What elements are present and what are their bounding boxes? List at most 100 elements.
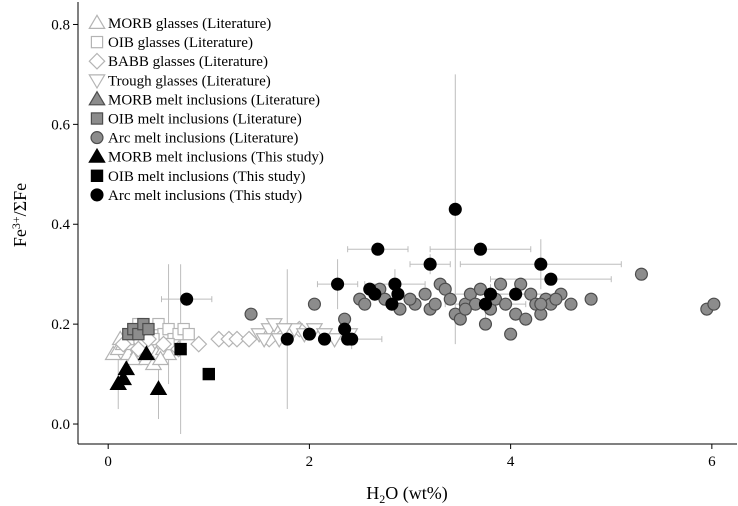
data-point xyxy=(180,292,194,306)
data-point xyxy=(358,297,372,311)
legend-label: MORB melt inclusions (This study) xyxy=(108,150,324,166)
data-point xyxy=(403,292,417,306)
data-point xyxy=(202,367,215,381)
legend-item: Arc melt inclusions (This study) xyxy=(90,188,302,204)
data-point xyxy=(280,332,294,346)
data-point xyxy=(504,327,518,341)
y-tick-label: 0.8 xyxy=(51,17,70,33)
data-point xyxy=(317,332,332,346)
series-10 xyxy=(180,202,558,346)
legend-item: MORB glasses (Literature) xyxy=(88,14,271,32)
data-point xyxy=(190,335,208,353)
data-point xyxy=(584,292,598,306)
data-point xyxy=(137,345,156,361)
data-point xyxy=(519,312,533,326)
y-axis-title: Fe3+/ΣFe xyxy=(9,183,30,247)
legend-item: BABB glasses (Literature) xyxy=(88,52,268,70)
legend-label: Trough glasses (Literature) xyxy=(108,73,271,89)
legend-marker xyxy=(88,90,106,106)
data-point xyxy=(275,323,294,339)
y-tick-label: 0.4 xyxy=(51,217,70,233)
x-axis-title: H2O (wt%) xyxy=(366,483,447,506)
series-9 xyxy=(174,342,215,381)
y-tick-label: 0.2 xyxy=(51,317,70,333)
data-point xyxy=(707,297,721,311)
data-point xyxy=(483,287,498,301)
data-point xyxy=(114,370,133,386)
legend-item: Arc melt inclusions (Literature) xyxy=(90,131,298,147)
legend-label: OIB glasses (Literature) xyxy=(108,35,253,51)
data-point xyxy=(549,292,563,306)
legend-marker xyxy=(90,131,104,145)
legend-marker xyxy=(88,52,106,70)
data-point xyxy=(174,342,187,356)
data-point xyxy=(154,335,173,353)
data-point xyxy=(307,297,321,311)
legend-marker xyxy=(88,147,106,163)
data-point xyxy=(228,330,246,348)
series-6 xyxy=(122,317,155,341)
legend-item: OIB melt inclusions (This study) xyxy=(90,169,306,185)
legend-marker xyxy=(90,169,104,182)
data-point xyxy=(534,297,548,311)
error-bars xyxy=(117,74,622,435)
series-7 xyxy=(244,267,721,341)
data-point xyxy=(478,317,493,331)
legend-item: MORB melt inclusions (This study) xyxy=(88,147,324,166)
data-point xyxy=(385,297,399,311)
data-point xyxy=(391,287,405,301)
data-point xyxy=(371,242,385,256)
data-point xyxy=(473,242,487,256)
legend-label: MORB melt inclusions (Literature) xyxy=(108,92,320,108)
legend-item: Trough glasses (Literature) xyxy=(88,73,271,90)
legend-marker xyxy=(90,188,104,202)
data-point xyxy=(149,380,168,396)
data-point xyxy=(142,322,155,336)
legend-label: OIB melt inclusions (Literature) xyxy=(108,112,302,128)
data-point xyxy=(124,350,143,366)
y-tick-label: 0.0 xyxy=(51,417,70,433)
data-point xyxy=(151,350,170,366)
axes xyxy=(77,2,737,445)
ticks: 0 2 4 6 0.0 0.2 0.4 0.6 0.8 xyxy=(51,17,716,470)
data-point xyxy=(244,307,258,321)
data-point xyxy=(564,297,578,311)
x-tick-label: 0 xyxy=(104,454,112,470)
legend-label: MORB glasses (Literature) xyxy=(108,16,271,32)
legend-marker xyxy=(88,74,106,90)
data-point xyxy=(159,345,178,361)
data-point xyxy=(458,302,472,316)
legend-item: MORB melt inclusions (Literature) xyxy=(88,90,320,108)
y-tick-label: 0.6 xyxy=(51,117,70,133)
legend-item: OIB glasses (Literature) xyxy=(90,35,253,51)
legend-item: OIB melt inclusions (Literature) xyxy=(90,112,302,128)
data-point xyxy=(240,330,258,348)
data-point xyxy=(509,287,523,301)
legend-marker xyxy=(90,35,104,49)
data-points xyxy=(104,202,721,396)
data-point xyxy=(418,287,432,301)
data-point xyxy=(443,292,457,306)
data-point xyxy=(494,277,508,291)
legend-label: OIB melt inclusions (This study) xyxy=(108,169,306,185)
legend-marker xyxy=(90,112,104,125)
data-point xyxy=(499,297,513,311)
data-point xyxy=(448,202,462,216)
legend-label: BABB glasses (Literature) xyxy=(108,54,268,70)
x-tick-label: 2 xyxy=(306,454,314,470)
data-point xyxy=(634,267,648,281)
x-tick-label: 4 xyxy=(507,454,515,470)
x-tick-label: 6 xyxy=(708,454,716,470)
data-point xyxy=(302,327,316,341)
data-point xyxy=(331,277,345,291)
data-point xyxy=(117,360,136,376)
data-point xyxy=(423,257,437,271)
data-point xyxy=(534,257,548,271)
legend: MORB glasses (Literature) OIB glasses (Li… xyxy=(88,14,324,204)
series-8 xyxy=(109,345,168,396)
data-point xyxy=(345,332,359,346)
data-point xyxy=(544,272,558,286)
data-point xyxy=(368,287,382,301)
data-point xyxy=(182,327,195,341)
